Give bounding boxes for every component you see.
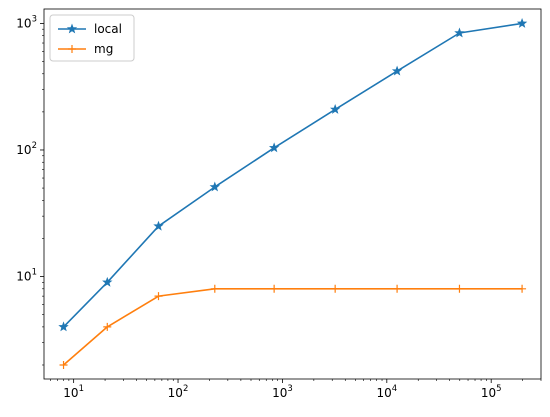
x-tick-label: 104 bbox=[376, 384, 397, 400]
x-tick-label: 102 bbox=[168, 384, 189, 400]
legend: local mg bbox=[49, 14, 135, 62]
y-tick-label: 102 bbox=[16, 141, 37, 157]
data-point-mg bbox=[103, 322, 112, 331]
data-point-mg bbox=[455, 284, 464, 293]
legend-entry-mg: mg bbox=[58, 42, 113, 56]
y-tick-label: 101 bbox=[16, 268, 37, 284]
data-point-mg bbox=[210, 284, 219, 293]
data-point-local bbox=[209, 181, 220, 192]
y-tick-label: 103 bbox=[16, 14, 37, 30]
data-point-mg bbox=[59, 360, 68, 369]
data-point-mg bbox=[393, 284, 402, 293]
legend-label: local bbox=[94, 22, 122, 36]
x-tick-label: 103 bbox=[272, 384, 293, 400]
legend-label: mg bbox=[94, 42, 113, 56]
data-point-local bbox=[58, 321, 69, 332]
data-point-local bbox=[391, 65, 403, 76]
data-point-mg bbox=[270, 284, 279, 293]
legend-marker bbox=[68, 45, 76, 53]
data-point-mg bbox=[518, 284, 527, 293]
axes-layer: 101 102 103 104 105 101 102 103 bbox=[16, 8, 542, 400]
series-layer bbox=[58, 17, 528, 369]
plot-frame bbox=[43, 8, 542, 380]
data-point-mg bbox=[331, 284, 340, 293]
data-point-local bbox=[102, 276, 113, 287]
x-tick-label: 105 bbox=[481, 384, 502, 400]
data-point-local bbox=[454, 27, 465, 38]
legend-entry-local: local bbox=[58, 22, 122, 36]
x-tick-label: 101 bbox=[63, 384, 84, 400]
legend-marker bbox=[66, 23, 78, 34]
data-point-mg bbox=[154, 292, 163, 301]
data-point-local bbox=[153, 220, 164, 231]
series-local bbox=[58, 17, 528, 332]
series-mg bbox=[59, 284, 527, 369]
data-point-local bbox=[516, 17, 528, 28]
data-point-local bbox=[329, 104, 341, 114]
data-point-local bbox=[268, 142, 280, 153]
